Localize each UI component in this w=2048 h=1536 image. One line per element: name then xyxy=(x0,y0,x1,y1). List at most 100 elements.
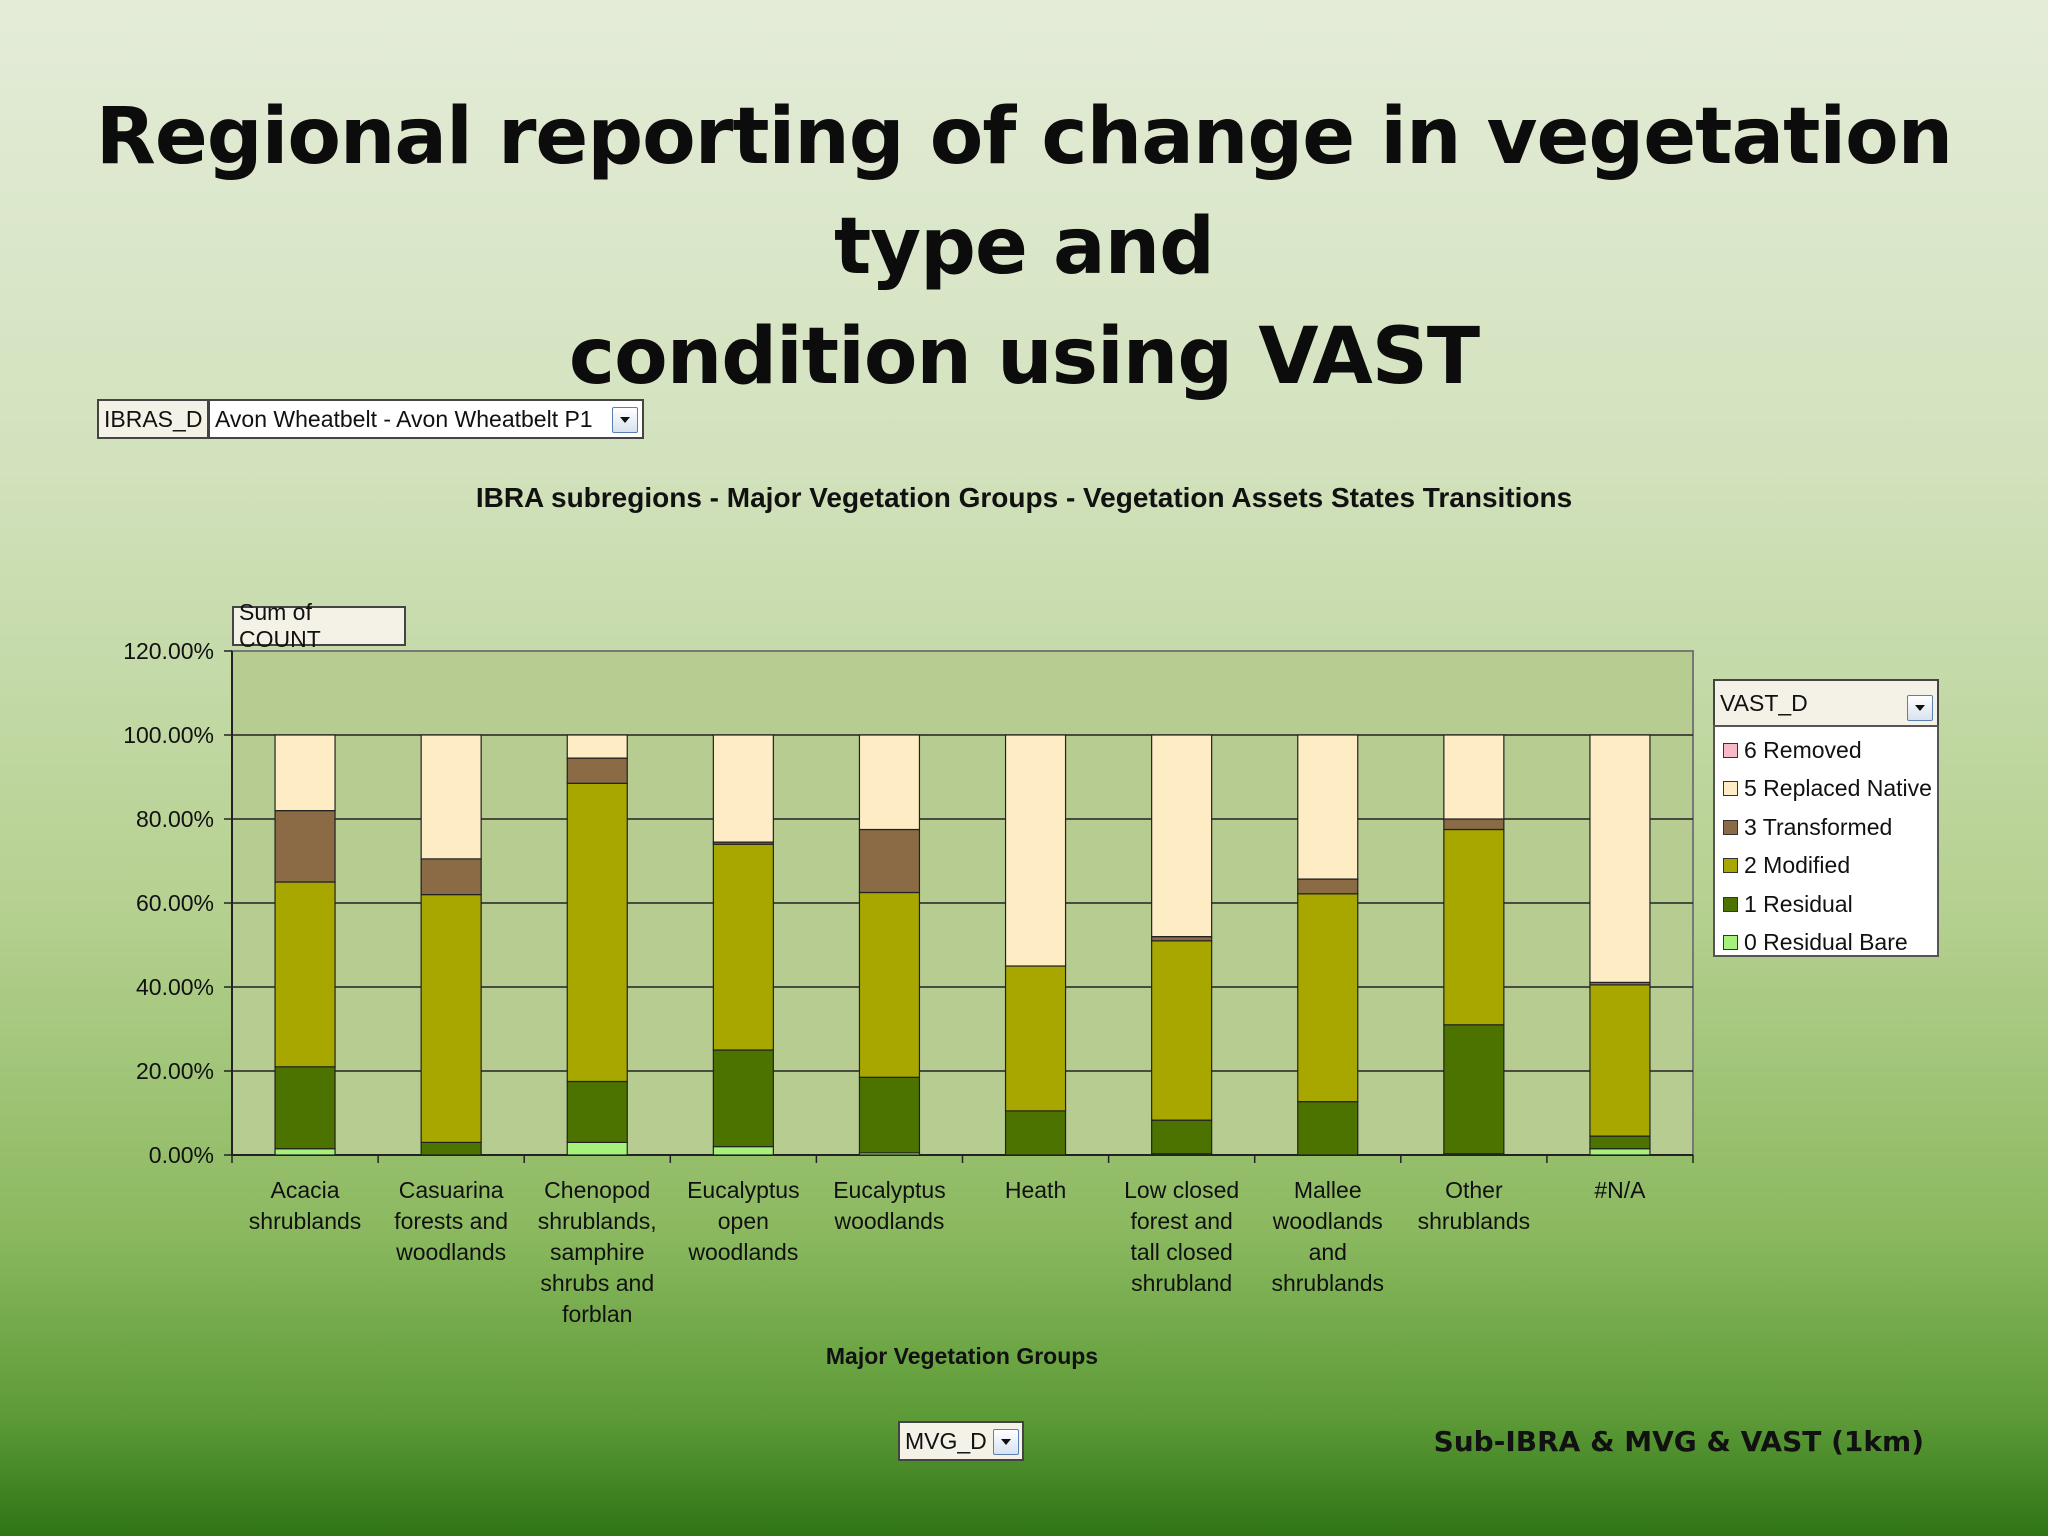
bar-segment xyxy=(858,1076,921,1154)
bar-segment xyxy=(274,809,336,883)
filter-dropdown-button[interactable] xyxy=(612,407,638,433)
legend-swatch xyxy=(1723,819,1738,835)
legend-swatch xyxy=(1723,896,1738,912)
legend-item: 1 Residual xyxy=(1723,889,1853,919)
bar-segment xyxy=(420,858,482,896)
bar-segment xyxy=(566,1141,628,1156)
bar-segment xyxy=(858,891,921,1078)
bar-segment xyxy=(712,734,774,843)
legend-item: 3 Transformed xyxy=(1723,812,1892,842)
bar-segment xyxy=(274,881,336,1068)
bar-segment xyxy=(1297,893,1359,1103)
slide-title-line2: condition using VAST xyxy=(568,312,1480,402)
bar-segment xyxy=(1151,935,1213,942)
bar-segment xyxy=(1589,734,1651,983)
x-tick-label-line: shrublands xyxy=(249,1208,362,1234)
x-tick-label-line: woodlands xyxy=(1272,1208,1383,1234)
bar-segment xyxy=(1443,734,1505,820)
y-tick-label: 80.00% xyxy=(136,806,214,832)
bar-segment xyxy=(420,734,482,860)
y-tick-label: 100.00% xyxy=(123,722,214,748)
legend-swatch xyxy=(1723,935,1738,950)
bar-segment xyxy=(1151,1119,1213,1155)
slide-title-line1: Regional reporting of change in vegetati… xyxy=(95,92,1953,292)
data-field-button[interactable]: Sum of COUNT xyxy=(232,599,406,652)
legend-item: 0 Residual Bare xyxy=(1723,928,1908,958)
bar-segment xyxy=(1443,818,1505,831)
x-tick-label-line: forest and xyxy=(1131,1208,1233,1234)
x-tick-label-line: shrublands xyxy=(1271,1270,1384,1296)
chart-legend: 6 Removed 5 Replaced Native 3 Transformed 2… xyxy=(1713,725,1939,957)
legend-field-label: VAST_D xyxy=(1720,689,1808,716)
bar-segment xyxy=(1004,734,1067,967)
x-tick-label-line: Eucalyptus xyxy=(687,1177,800,1203)
x-tick-label: Heath xyxy=(1005,1177,1066,1203)
legend-item: 2 Modified xyxy=(1723,851,1850,881)
bar-segment xyxy=(1004,1110,1067,1156)
x-tick-label-line: shrublands xyxy=(1418,1208,1531,1234)
x-tick-label-line: Casuarina xyxy=(399,1177,504,1203)
x-tick-label-line: shrublands, xyxy=(538,1208,657,1234)
bar-segment xyxy=(274,734,336,812)
x-tick-label: Casuarina forests and woodlands xyxy=(394,1177,508,1265)
chevron-down-icon xyxy=(1915,705,1925,711)
bar-segment xyxy=(1589,1135,1651,1150)
x-tick-label-line: #N/A xyxy=(1594,1177,1646,1203)
axis-dropdown-button[interactable] xyxy=(993,1429,1019,1455)
x-tick-label-line: tall closed xyxy=(1131,1239,1233,1265)
bar-segment xyxy=(1443,1024,1505,1155)
bar-segment xyxy=(566,782,628,1083)
axis-field-dropdown[interactable]: MVG_D xyxy=(898,1421,1024,1461)
legend-swatch xyxy=(1723,781,1738,796)
legend-label: 6 Removed xyxy=(1744,736,1862,763)
y-tick-label: 20.00% xyxy=(136,1058,214,1084)
x-tick-label: Eucalyptus open woodlands xyxy=(687,1177,800,1265)
legend-label: 3 Transformed xyxy=(1744,813,1893,840)
bar-segment xyxy=(1589,1148,1651,1156)
x-axis-title: Major Vegetation Groups xyxy=(826,1343,1098,1369)
bar-segment xyxy=(1151,940,1213,1121)
bar-segment xyxy=(420,1141,482,1156)
bar-segment xyxy=(274,1066,336,1150)
x-tick-label: Other shrublands xyxy=(1418,1177,1531,1234)
x-tick-label: #N/A xyxy=(1594,1177,1646,1203)
legend-label: 5 Replaced Native xyxy=(1744,775,1932,801)
filter-value-dropdown[interactable]: Avon Wheatbelt - Avon Wheatbelt P1 xyxy=(208,399,644,439)
bar-segment xyxy=(566,734,628,759)
y-tick-label: 60.00% xyxy=(136,890,214,916)
y-tick-label: 120.00% xyxy=(123,638,214,664)
x-tick-label-line: shrubland xyxy=(1131,1270,1232,1296)
legend-label: 0 Residual Bare xyxy=(1744,929,1908,955)
x-tick-label-line: shrubs and xyxy=(540,1270,654,1296)
bar-segment xyxy=(1589,984,1651,1137)
legend-field-dropdown[interactable]: VAST_D xyxy=(1713,679,1939,727)
bar-segment xyxy=(712,1049,774,1148)
x-tick-label: Chenopod shrublands, samphire shrubs and for… xyxy=(538,1177,657,1327)
data-field-label: Sum of COUNT xyxy=(239,599,321,652)
chart-title: IBRA subregions - Major Vegetation Group… xyxy=(475,482,1573,513)
legend-dropdown-button[interactable] xyxy=(1907,695,1933,721)
legend-item: 6 Removed xyxy=(1723,735,1862,765)
x-tick-label-line: Low closed xyxy=(1124,1177,1239,1203)
chevron-down-icon xyxy=(620,417,630,423)
axis-field-label: MVG_D xyxy=(905,1427,987,1454)
bar-segment xyxy=(1297,1101,1359,1156)
bar-segment xyxy=(1297,734,1359,880)
bar-segment xyxy=(712,843,774,1051)
x-tick-label-line: Heath xyxy=(1005,1177,1066,1203)
x-tick-label: Eucalyptus woodlands xyxy=(833,1177,946,1234)
x-tick-label: Low closed forest and tall closed shrubland xyxy=(1124,1177,1239,1296)
y-tick-label: 0.00% xyxy=(149,1142,214,1168)
legend-swatch xyxy=(1723,742,1738,758)
x-tick-label-line: samphire xyxy=(550,1239,645,1265)
x-tick-label-line: open xyxy=(718,1208,769,1234)
x-tick-label: Acacia shrublands xyxy=(249,1177,362,1234)
x-tick-label-line: Chenopod xyxy=(544,1177,650,1203)
x-tick-label-line: woodlands xyxy=(833,1208,944,1234)
bar-segment xyxy=(858,828,921,894)
legend-label: 1 Residual xyxy=(1744,890,1853,917)
x-tick-label-line: Eucalyptus xyxy=(833,1177,946,1203)
x-tick-label-line: Other xyxy=(1445,1177,1503,1203)
x-tick-label-line: forests and xyxy=(394,1208,508,1234)
